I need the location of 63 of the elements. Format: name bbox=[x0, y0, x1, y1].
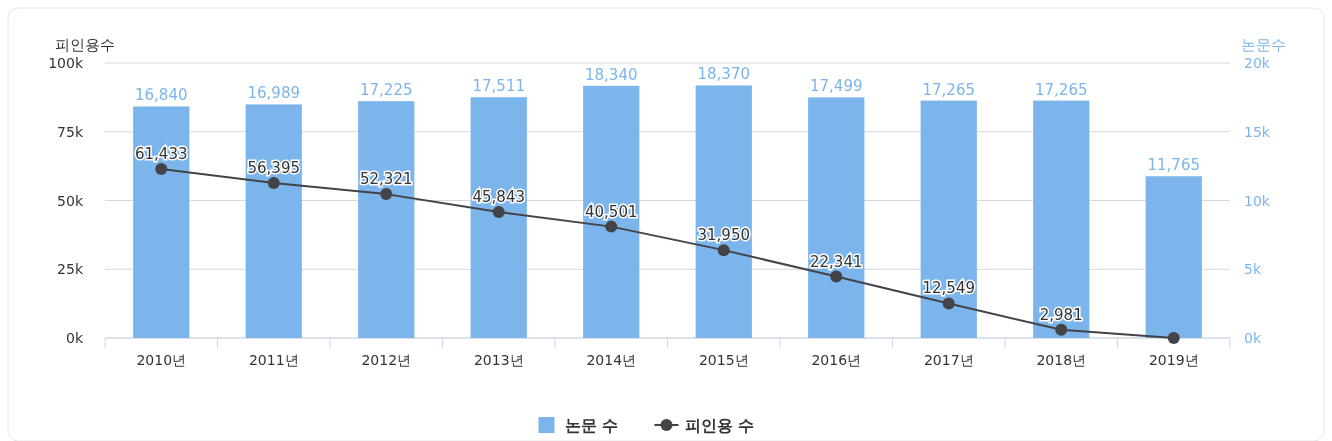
point bbox=[717, 244, 730, 257]
data-label: 61,433 bbox=[135, 145, 188, 164]
legend-label: 피인용 수 bbox=[684, 416, 755, 435]
point bbox=[605, 220, 618, 233]
x-tick-label: 2010년 bbox=[136, 352, 187, 368]
data-label: 11,765 bbox=[1147, 156, 1200, 175]
point bbox=[492, 205, 505, 218]
point bbox=[830, 270, 843, 283]
y2-axis-title: 논문수 bbox=[1241, 36, 1286, 54]
data-label: 40,501 bbox=[585, 202, 638, 221]
x-tick-label: 2012년 bbox=[361, 352, 412, 368]
y-axis-title: 피인용수 bbox=[55, 36, 115, 54]
data-label: 56,395 bbox=[247, 158, 300, 177]
data-label: 2,981 bbox=[1039, 305, 1083, 324]
data-label: 17,265 bbox=[922, 80, 975, 99]
point bbox=[155, 163, 168, 176]
data-label: 17,265 bbox=[1035, 80, 1088, 99]
x-tick-label: 2015년 bbox=[698, 352, 749, 368]
data-label: 52,321 bbox=[360, 170, 413, 189]
point bbox=[942, 297, 955, 310]
data-label: 18,370 bbox=[697, 65, 750, 84]
y-tick-label: 0k bbox=[65, 330, 84, 346]
y2-tick-label: 20k bbox=[1244, 55, 1271, 71]
bar bbox=[1033, 100, 1090, 338]
data-label: 45,843 bbox=[472, 187, 525, 206]
data-label: 22,341 bbox=[810, 252, 863, 271]
x-tick-label: 2013년 bbox=[473, 352, 524, 368]
bar bbox=[695, 85, 752, 338]
point bbox=[1167, 332, 1180, 344]
x-tick-label: 2011년 bbox=[248, 352, 299, 368]
data-label: 16,989 bbox=[247, 84, 300, 103]
y2-tick-label: 15k bbox=[1244, 123, 1271, 140]
bar bbox=[358, 101, 415, 338]
point bbox=[380, 188, 393, 201]
data-label: 18,340 bbox=[585, 65, 638, 84]
y-tick-label: 50k bbox=[57, 192, 84, 209]
point bbox=[1055, 323, 1068, 336]
legend-label: 논문 수 bbox=[564, 416, 619, 435]
bar bbox=[808, 97, 865, 338]
y-tick-label: 100k bbox=[48, 55, 84, 71]
data-label: 17,225 bbox=[360, 81, 413, 100]
data-label: 31,950 bbox=[697, 226, 750, 245]
x-tick-label: 2016년 bbox=[811, 352, 862, 368]
data-label: 17,499 bbox=[810, 77, 863, 96]
y2-tick-label: 10k bbox=[1244, 192, 1271, 209]
y2-tick-label: 5k bbox=[1244, 261, 1262, 278]
bar bbox=[920, 100, 977, 338]
bar bbox=[133, 106, 190, 338]
y2-tick-label: 0k bbox=[1244, 330, 1262, 346]
x-tick-label: 2014년 bbox=[586, 352, 637, 368]
point bbox=[267, 176, 280, 189]
x-tick-label: 2019년 bbox=[1148, 352, 1199, 368]
data-label: 17,511 bbox=[472, 77, 525, 96]
bar bbox=[470, 97, 527, 338]
y-tick-label: 75k bbox=[57, 123, 84, 140]
data-label: 16,840 bbox=[135, 86, 188, 105]
x-tick-label: 2018년 bbox=[1036, 352, 1087, 368]
data-label: 12,549 bbox=[922, 279, 975, 298]
bar bbox=[1145, 176, 1202, 338]
y-tick-label: 25k bbox=[57, 261, 84, 278]
bar bbox=[245, 104, 302, 338]
bar bbox=[583, 85, 640, 338]
x-tick-label: 2017년 bbox=[923, 352, 974, 368]
